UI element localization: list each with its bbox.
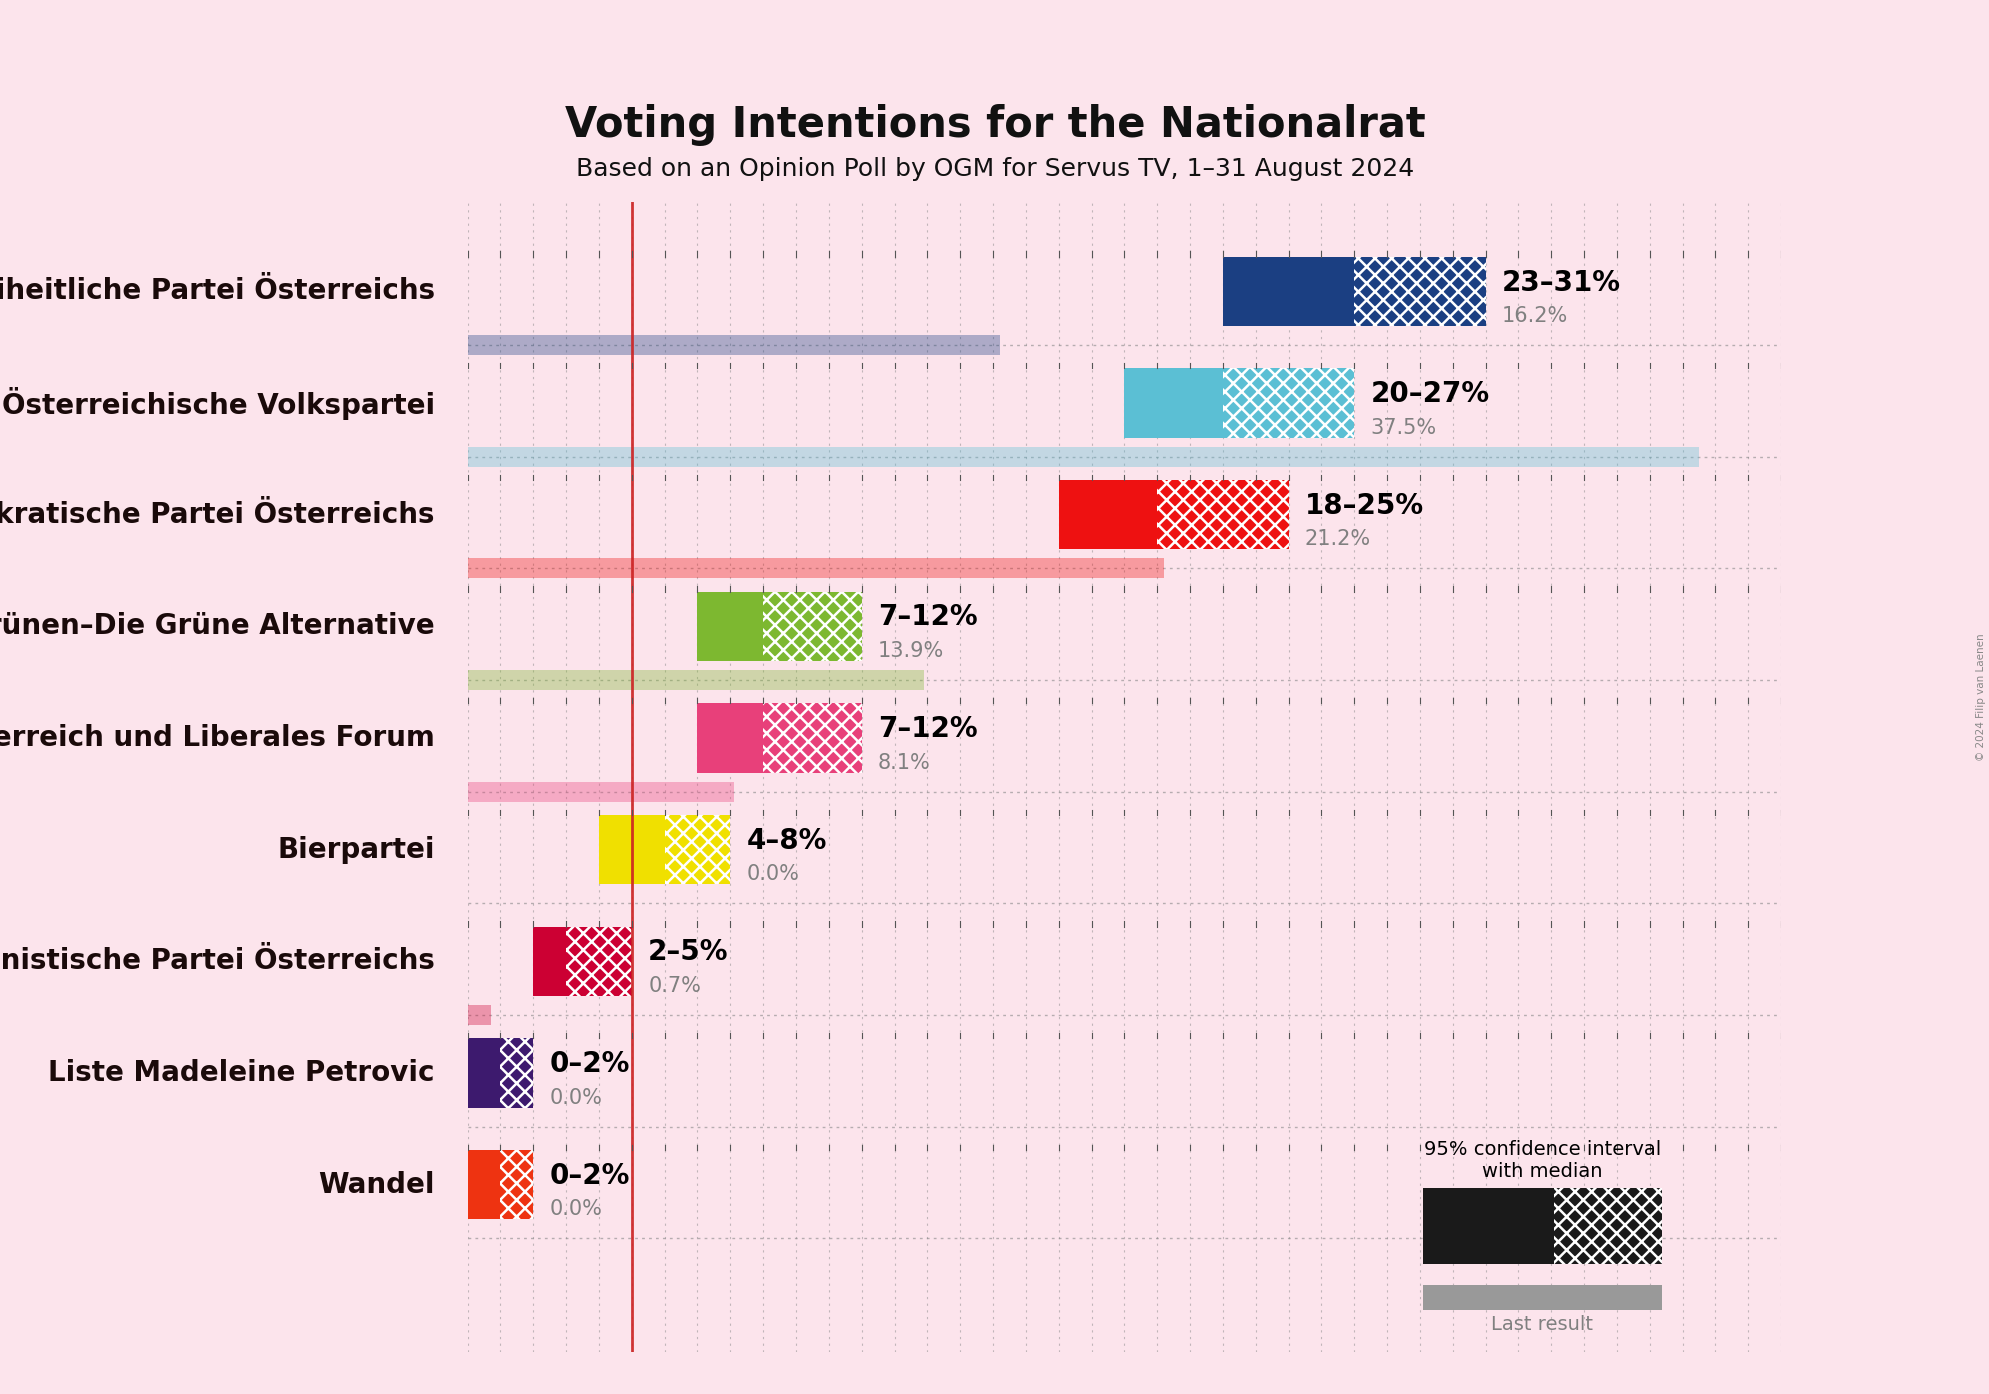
Bar (467, 671, 923, 690)
Bar (696, 592, 861, 661)
Text: 7–12%: 7–12% (877, 604, 977, 631)
Text: 16.2%: 16.2% (1502, 307, 1567, 326)
Bar (1058, 480, 1289, 549)
Text: Österreichische Volkspartei: Österreichische Volkspartei (2, 386, 434, 420)
Text: NEOS–Das Neue Österreich und Liberales Forum: NEOS–Das Neue Österreich und Liberales F… (0, 723, 434, 753)
Bar (764, 592, 861, 661)
Bar (467, 1039, 533, 1108)
Text: 7–12%: 7–12% (877, 715, 977, 743)
Bar (467, 559, 1164, 579)
Text: Liste Madeleine Petrovic: Liste Madeleine Petrovic (48, 1059, 434, 1087)
Text: Die Grünen–Die Grüne Alternative: Die Grünen–Die Grüne Alternative (0, 612, 434, 640)
Text: Freiheitliche Partei Österreichs: Freiheitliche Partei Österreichs (0, 277, 434, 305)
Text: Voting Intentions for the Nationalrat: Voting Intentions for the Nationalrat (565, 105, 1424, 146)
Text: 37.5%: 37.5% (1370, 418, 1436, 438)
Bar (1221, 368, 1353, 438)
Bar (1353, 256, 1484, 326)
Bar (501, 1150, 533, 1220)
Bar (467, 1005, 491, 1025)
Text: 0–2%: 0–2% (549, 1050, 631, 1078)
Text: 23–31%: 23–31% (1502, 269, 1621, 297)
Text: 13.9%: 13.9% (877, 641, 945, 661)
Bar (567, 927, 633, 995)
Text: © 2024 Filip van Laenen: © 2024 Filip van Laenen (1975, 633, 1985, 761)
Bar (467, 1150, 533, 1220)
Text: 21.2%: 21.2% (1305, 530, 1370, 549)
Bar (501, 1039, 533, 1108)
Text: Wandel: Wandel (318, 1171, 434, 1199)
Text: Bierpartei: Bierpartei (276, 836, 434, 864)
Bar (467, 782, 734, 802)
Text: 2–5%: 2–5% (648, 938, 728, 966)
Text: 95% confidence interval
with median: 95% confidence interval with median (1422, 1140, 1661, 1181)
Text: Based on an Opinion Poll by OGM for Servus TV, 1–31 August 2024: Based on an Opinion Poll by OGM for Serv… (575, 158, 1414, 181)
Text: Last result: Last result (1490, 1315, 1593, 1334)
Bar (467, 446, 1699, 467)
Text: 0.0%: 0.0% (746, 864, 800, 884)
Bar (467, 335, 998, 355)
Bar (664, 815, 730, 884)
Bar (764, 704, 861, 772)
Text: 4–8%: 4–8% (746, 827, 827, 855)
Text: 0.0%: 0.0% (549, 1199, 603, 1220)
Bar (696, 704, 861, 772)
Text: 0.7%: 0.7% (648, 976, 700, 995)
Bar (599, 815, 730, 884)
Text: 20–27%: 20–27% (1370, 381, 1490, 408)
Text: 18–25%: 18–25% (1305, 492, 1424, 520)
Text: 0.0%: 0.0% (549, 1087, 603, 1108)
Bar (1158, 480, 1289, 549)
Text: 8.1%: 8.1% (877, 753, 931, 772)
Bar (1124, 368, 1353, 438)
Text: Sozialdemokratische Partei Österreichs: Sozialdemokratische Partei Österreichs (0, 500, 434, 528)
Text: Kommunistische Partei Österreichs: Kommunistische Partei Österreichs (0, 948, 434, 976)
Text: 0–2%: 0–2% (549, 1161, 631, 1189)
Bar (1221, 256, 1486, 326)
Bar (533, 927, 633, 995)
